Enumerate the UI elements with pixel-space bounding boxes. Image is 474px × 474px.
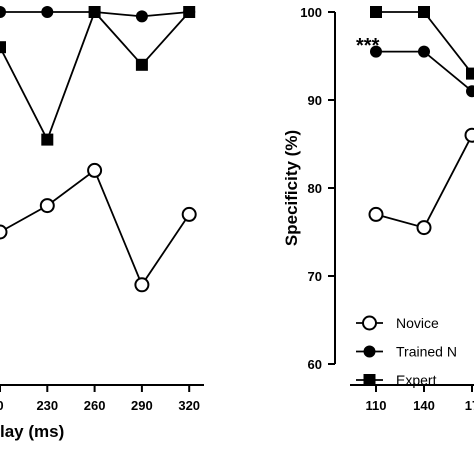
- left-data-point: [183, 6, 196, 18]
- right-data-point: [418, 45, 430, 58]
- right-y-tick-label: 90: [308, 93, 322, 108]
- legend-marker: [362, 315, 377, 331]
- left-data-point: [135, 10, 148, 23]
- left-data-point: [0, 6, 6, 18]
- left-series-line-2: [0, 168, 190, 287]
- right-series-line-2: [376, 11, 473, 75]
- legend-label: Expert: [396, 372, 437, 388]
- right-data-point: [370, 6, 382, 18]
- left-x-axis-title: lay (ms): [0, 422, 64, 441]
- right-data-point: [418, 6, 430, 18]
- right-series: [368, 6, 474, 236]
- left-data-point: [0, 224, 8, 240]
- left-x-tick-label: 320: [178, 398, 200, 413]
- left-data-point: [134, 277, 150, 293]
- right-y-ticks: 60 70 80 90 100: [300, 5, 335, 372]
- significance-annotation: ***: [356, 35, 380, 57]
- right-data-point: [466, 85, 474, 98]
- left-x-tick-label: 0: [0, 398, 4, 413]
- left-data-point: [87, 162, 103, 178]
- legend: Novice Trained N Expert: [356, 315, 457, 388]
- left-data-point: [135, 58, 148, 71]
- right-y-tick-label: 60: [308, 357, 322, 372]
- left-panel: 0 230 260 290 320 lay (ms): [0, 6, 204, 441]
- right-x-tick-label: 17: [465, 398, 474, 413]
- right-y-tick-label: 80: [308, 181, 322, 196]
- left-x-tick-label: 230: [36, 398, 58, 413]
- left-data-point: [41, 6, 54, 18]
- left-data-point: [88, 6, 101, 18]
- right-series-line-0: [375, 134, 473, 229]
- left-x-tick-label: 290: [131, 398, 153, 413]
- legend-label: Novice: [396, 315, 439, 331]
- right-y-tick-label: 100: [300, 5, 322, 20]
- left-series-line-1: [0, 10, 190, 142]
- right-y-axis-title: Specificity (%): [282, 130, 301, 246]
- legend-marker: [363, 345, 376, 358]
- right-x-tick-label: 110: [366, 398, 387, 413]
- right-data-point: [368, 206, 384, 222]
- left-x-tick-label: 260: [84, 398, 106, 413]
- legend-marker: [363, 374, 376, 386]
- right-data-point: [464, 127, 474, 143]
- right-data-point: [416, 220, 432, 236]
- right-y-tick-label: 70: [308, 269, 322, 284]
- left-data-point: [39, 198, 55, 214]
- right-x-tick-label: 140: [413, 398, 435, 413]
- legend-label: Trained N: [396, 344, 457, 360]
- left-x-ticks: 0 230 260 290 320: [0, 385, 200, 413]
- left-data-point: [0, 41, 6, 54]
- left-data-point: [41, 133, 54, 146]
- right-panel: 60 70 80 90 100 110 140 17 *** Specificity (%)…: [282, 5, 474, 413]
- right-x-ticks: 110 140 17: [366, 385, 474, 413]
- right-data-point: [370, 45, 382, 58]
- left-data-point: [181, 206, 197, 222]
- left-series: [0, 6, 197, 293]
- right-data-point: [466, 67, 474, 80]
